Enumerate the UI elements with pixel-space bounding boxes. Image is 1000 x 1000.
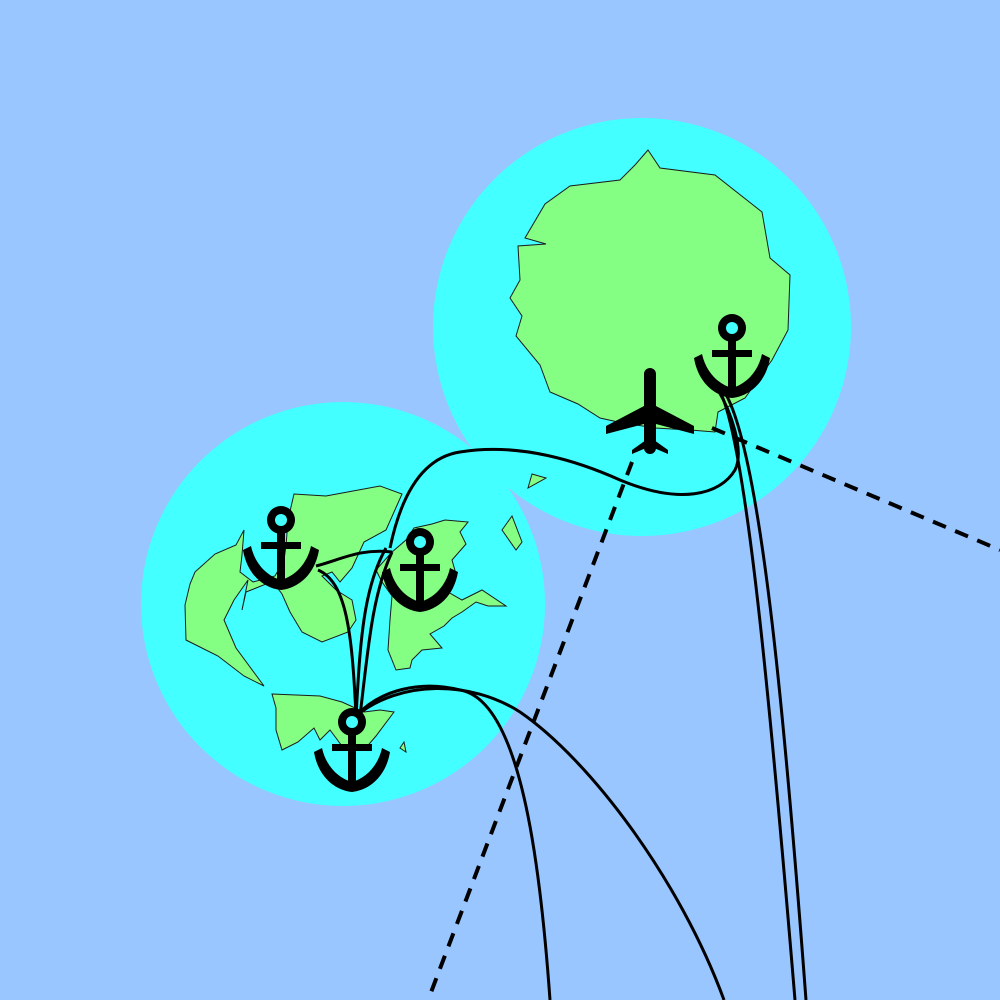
islet-southwest-a	[501, 514, 523, 551]
ferry-route-7	[358, 551, 394, 717]
ferry-route-8	[315, 549, 393, 568]
ferry-route-5	[355, 687, 726, 1000]
islet-southwest-b	[399, 740, 407, 754]
ferry-route-3	[720, 387, 808, 1000]
flight-route-east	[711, 426, 1000, 552]
islet-northeast	[527, 473, 548, 490]
northeast-island	[509, 149, 791, 433]
ferry-routes	[315, 387, 808, 1000]
ferry-route-4	[354, 684, 552, 1000]
ferry-route-2	[716, 387, 797, 1000]
ferry-route-9	[317, 568, 358, 717]
ferry-route-6	[354, 547, 388, 717]
